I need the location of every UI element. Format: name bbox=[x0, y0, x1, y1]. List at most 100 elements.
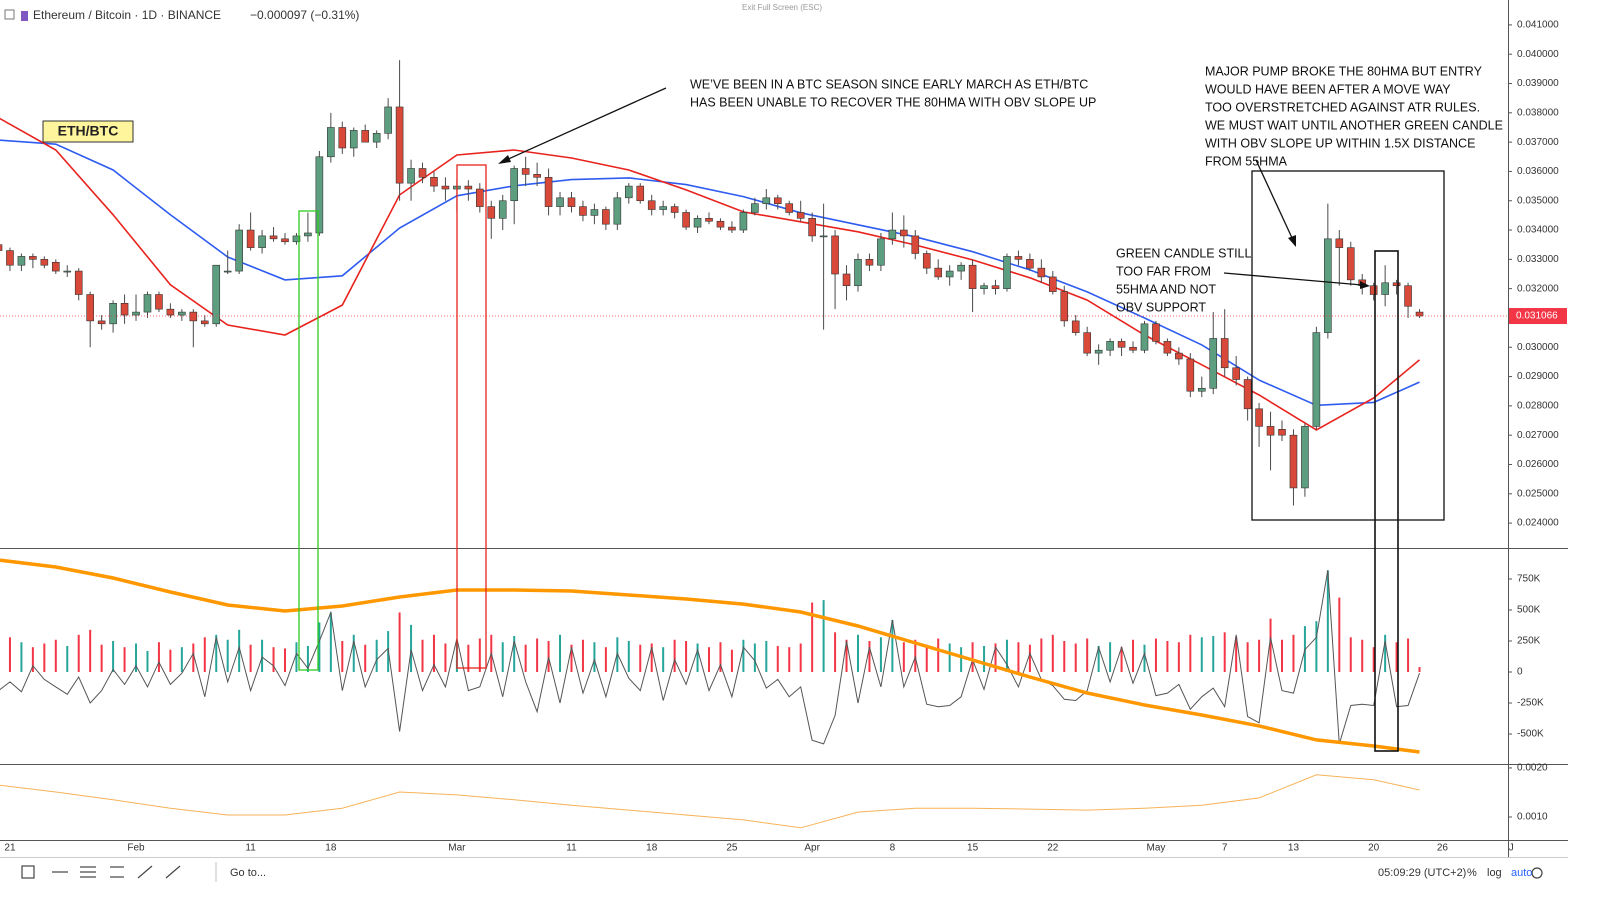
volume-bar bbox=[639, 644, 642, 672]
x-tick-label: May bbox=[1146, 843, 1165, 854]
candle-body bbox=[590, 209, 599, 216]
annotation: FROM 55HMA bbox=[1205, 154, 1288, 168]
volume-bar bbox=[1315, 621, 1318, 672]
candle-body bbox=[521, 168, 530, 175]
candle-body bbox=[613, 197, 622, 225]
y-tick-label: 0.028000 bbox=[1517, 401, 1559, 412]
candle-body bbox=[533, 174, 541, 178]
volume-bar bbox=[238, 629, 241, 672]
arrowhead bbox=[1288, 235, 1296, 247]
symbol-title[interactable]: Ethereum / Bitcoin · 1D · BINANCE bbox=[33, 8, 221, 22]
settings-icon[interactable] bbox=[1531, 867, 1543, 879]
volume-bar bbox=[1097, 645, 1100, 672]
candle-body bbox=[1312, 332, 1321, 427]
percent-toggle[interactable]: % bbox=[1467, 867, 1477, 879]
candle-body bbox=[1243, 379, 1252, 410]
x-tick-label: 8 bbox=[890, 843, 896, 854]
volume-bar bbox=[902, 642, 905, 672]
black-highlight-box bbox=[1251, 170, 1445, 521]
volume-bar bbox=[410, 624, 413, 672]
candle-body bbox=[304, 232, 312, 237]
volume-bar bbox=[89, 629, 92, 672]
volume-bar bbox=[1395, 642, 1398, 672]
candle-body bbox=[418, 168, 427, 178]
bottom-toolbar bbox=[21, 862, 1543, 882]
candle-body bbox=[235, 229, 243, 272]
candle-body bbox=[1140, 323, 1149, 351]
y-tick-label: 0.041000 bbox=[1517, 20, 1559, 31]
volume-bar bbox=[31, 647, 34, 672]
tool-icon[interactable] bbox=[21, 865, 35, 879]
candle-body bbox=[63, 270, 72, 273]
volume-bar bbox=[627, 641, 630, 672]
y-tick-label: 0.033000 bbox=[1517, 254, 1559, 265]
symbol-label: ETH/BTC bbox=[58, 123, 119, 139]
volume-bar bbox=[20, 642, 23, 672]
y-tick-label: 0.039000 bbox=[1517, 78, 1559, 89]
candle-body bbox=[1301, 426, 1309, 489]
candle-body bbox=[281, 238, 289, 243]
candle-body bbox=[1117, 341, 1126, 348]
goto-button[interactable]: Go to... bbox=[230, 867, 266, 879]
log-toggle[interactable]: log bbox=[1487, 867, 1502, 879]
volume-bar bbox=[799, 643, 802, 672]
candle-body bbox=[498, 200, 507, 219]
candle-body bbox=[441, 185, 450, 190]
volume-bar bbox=[43, 643, 46, 672]
volume-bar bbox=[1074, 643, 1077, 672]
volume-bar bbox=[604, 647, 607, 672]
volume-bar bbox=[444, 643, 447, 672]
volume-bar bbox=[432, 634, 435, 672]
candle-body bbox=[854, 259, 862, 287]
volume-bar bbox=[971, 642, 974, 672]
volume-bar bbox=[1063, 641, 1066, 672]
candle-body bbox=[132, 311, 140, 316]
volume-bar bbox=[513, 636, 516, 672]
candle-body bbox=[510, 168, 518, 202]
candle-body bbox=[1014, 256, 1023, 260]
exit-fullscreen-hint[interactable]: Exit Full Screen (ESC) bbox=[742, 3, 822, 12]
volume-bar bbox=[524, 644, 527, 672]
y-tick-label: 0.036000 bbox=[1517, 166, 1559, 177]
candle-body bbox=[773, 197, 782, 204]
candle-body bbox=[1220, 338, 1229, 369]
candle-body bbox=[831, 235, 839, 275]
candle-body bbox=[1026, 259, 1034, 269]
x-tick-label: 22 bbox=[1047, 843, 1059, 854]
x-tick-label: 21 bbox=[4, 843, 16, 854]
candle-body bbox=[624, 185, 633, 199]
volume-bar bbox=[925, 644, 928, 672]
candle-body bbox=[1392, 282, 1401, 287]
black-highlight-box bbox=[1374, 250, 1399, 752]
auto-toggle[interactable]: auto bbox=[1511, 867, 1532, 879]
volume-bar bbox=[1361, 639, 1364, 672]
volume-bar bbox=[215, 634, 218, 672]
volume-bar bbox=[192, 643, 195, 672]
obv-trend-line bbox=[0, 558, 1420, 754]
volume-bar bbox=[765, 641, 768, 672]
candle-body bbox=[900, 229, 908, 237]
volume-bar bbox=[501, 642, 504, 672]
volume-bar bbox=[1040, 638, 1043, 672]
y-tick-label: 0.025000 bbox=[1517, 488, 1559, 499]
candle-body bbox=[602, 209, 610, 225]
annotation: OBV SUPPORT bbox=[1116, 300, 1206, 314]
y-tick-label: 0.0020 bbox=[1517, 763, 1548, 774]
candle-body bbox=[911, 235, 920, 254]
candle-body bbox=[1255, 408, 1263, 427]
volume-bar bbox=[1189, 634, 1192, 672]
x-tick-label: 13 bbox=[1288, 843, 1300, 854]
volume-bar bbox=[1338, 597, 1341, 672]
candle-body bbox=[476, 188, 484, 207]
candle-body bbox=[120, 303, 129, 316]
volume-bar bbox=[948, 643, 951, 672]
tool-icon[interactable] bbox=[165, 865, 181, 879]
volume-bar bbox=[696, 643, 699, 672]
collapse-icon[interactable] bbox=[4, 9, 15, 20]
volume-bar bbox=[8, 637, 11, 672]
volume-bar bbox=[295, 642, 298, 672]
candle-body bbox=[74, 270, 83, 295]
candle-body bbox=[1175, 352, 1183, 360]
volume-bar bbox=[146, 650, 149, 672]
tool-icon[interactable] bbox=[137, 865, 153, 879]
